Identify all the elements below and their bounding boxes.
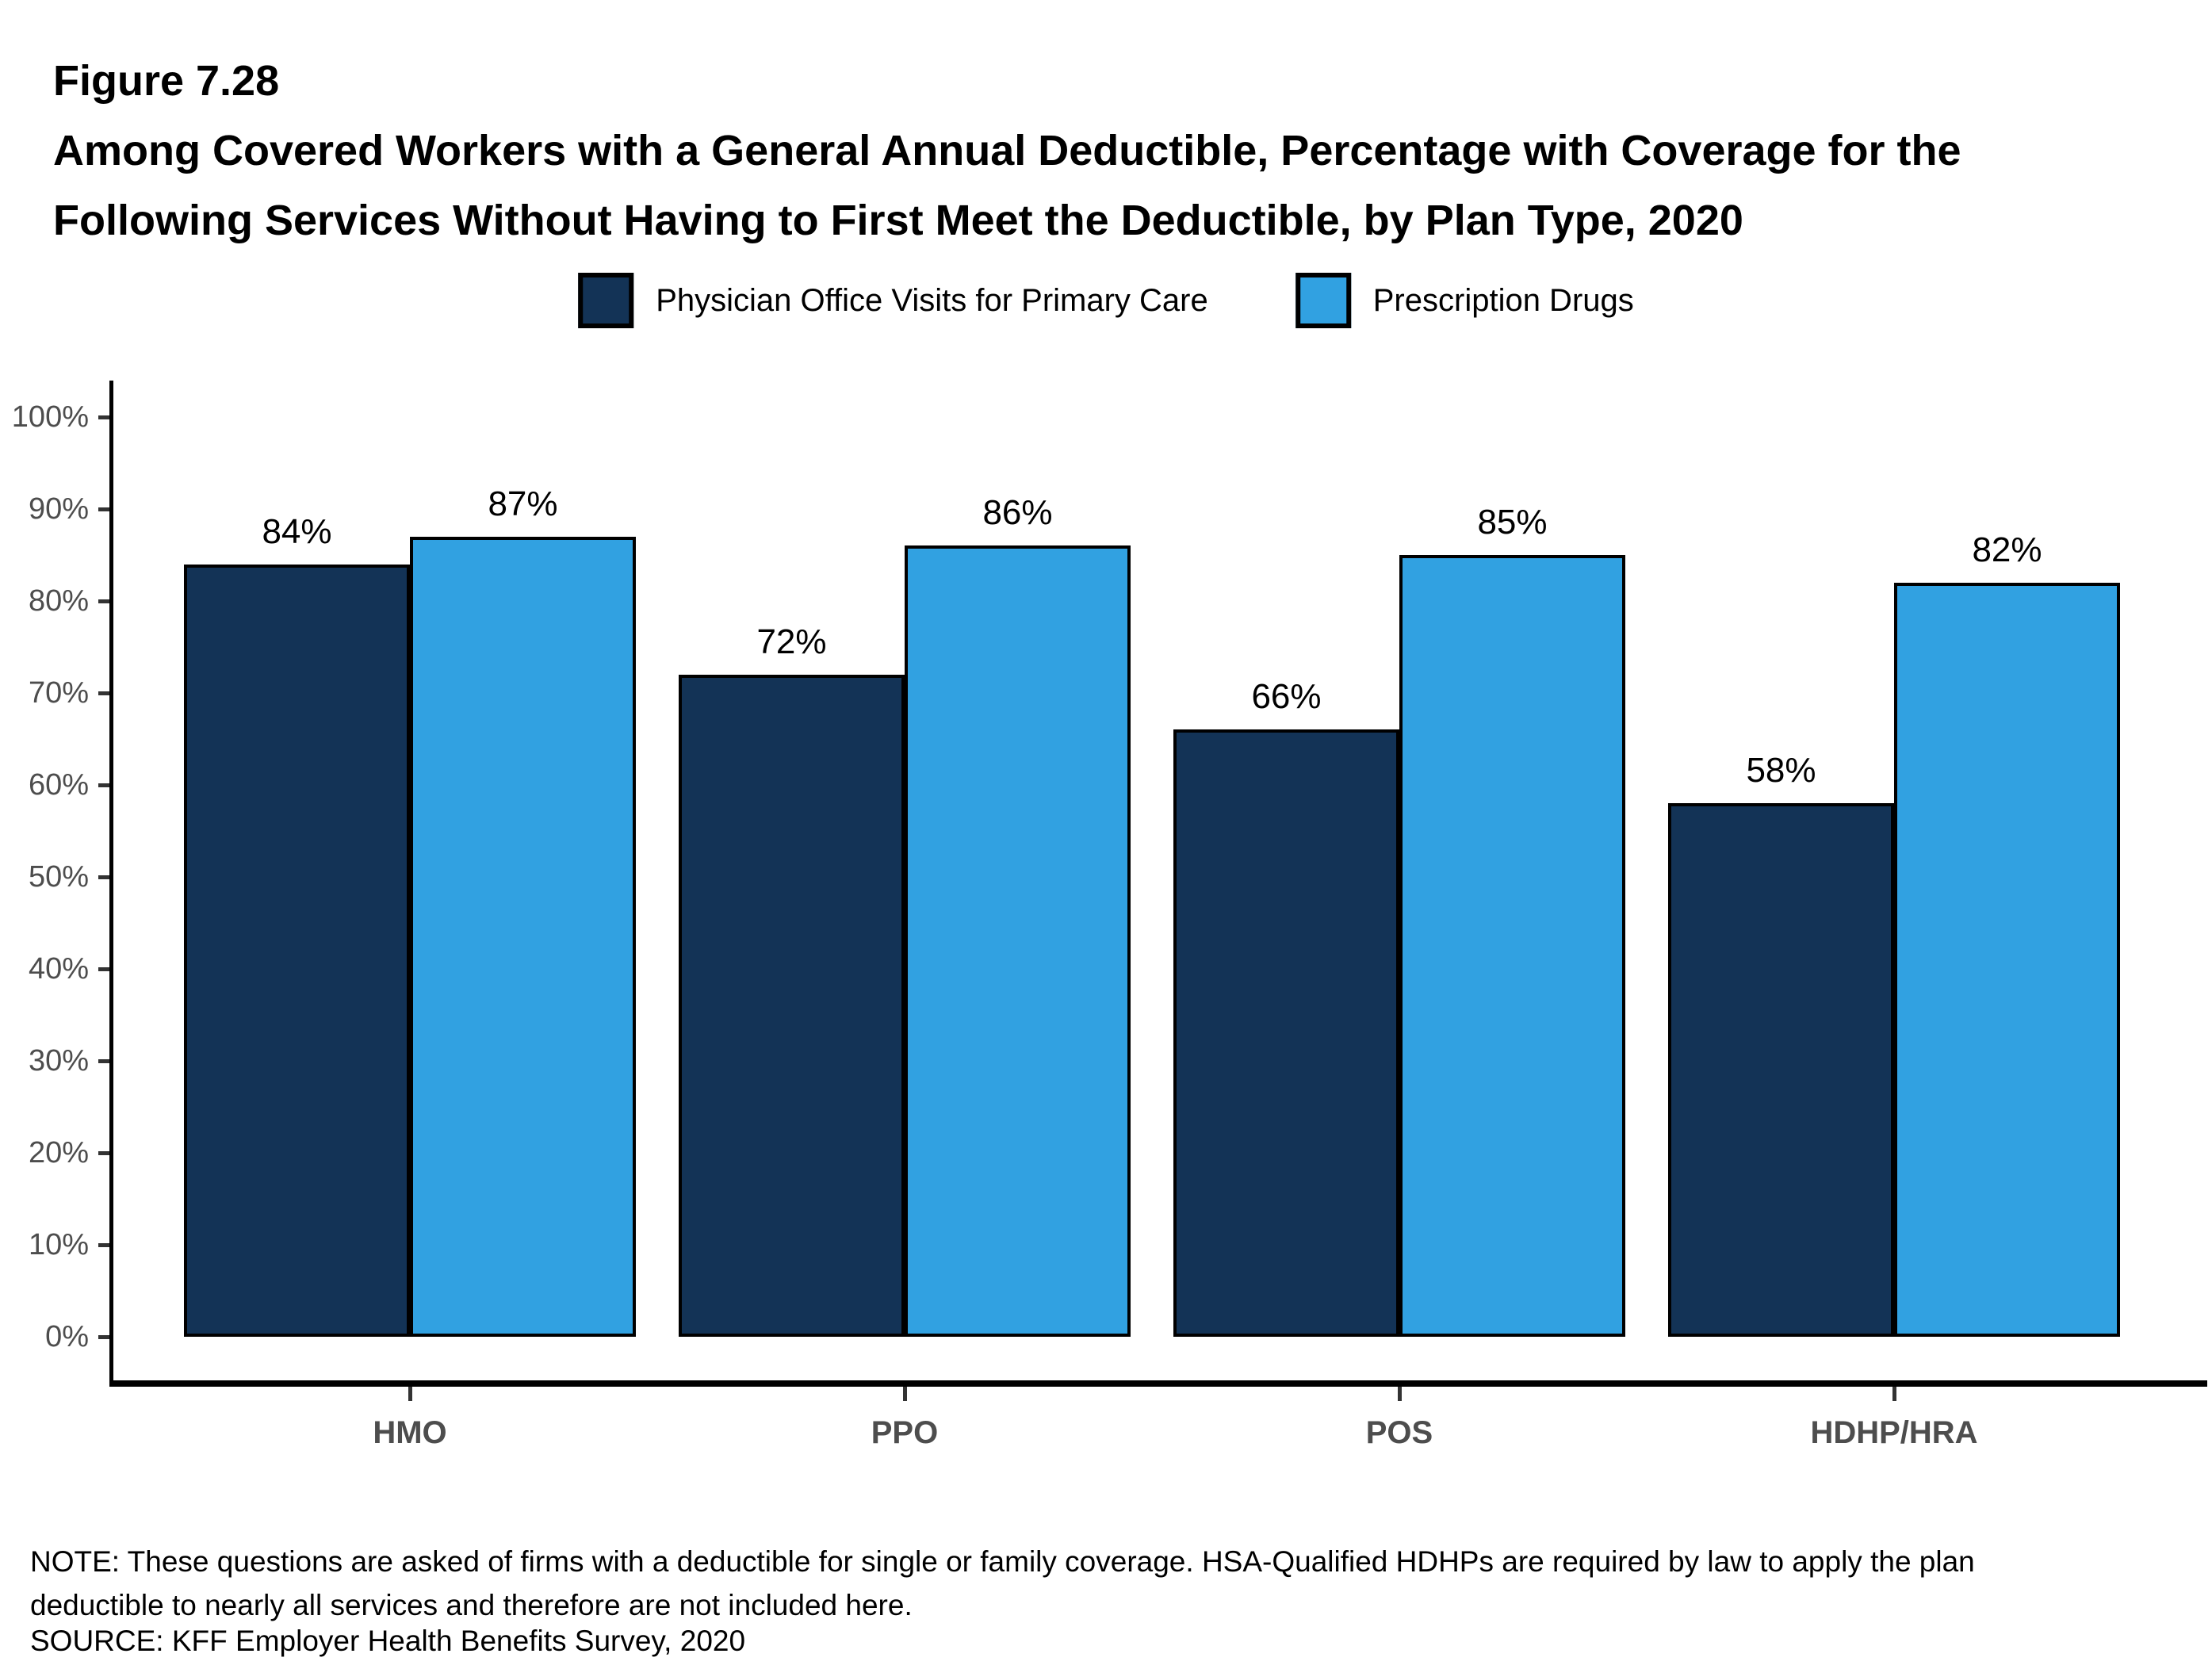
legend-item-prescription-drugs: Prescription Drugs xyxy=(1295,273,1634,328)
bar-value-label: 72% xyxy=(756,622,827,661)
bar-chart: 0% 10% 20% 30% 40% 50% 60% 70% 80% 90% 100% HMO PPO P… xyxy=(0,349,2212,1538)
legend-label-prescription-drugs: Prescription Drugs xyxy=(1372,282,1634,318)
bar-value-label: 87% xyxy=(488,484,558,523)
legend: Physician Office Visits for Primary Care… xyxy=(578,273,1634,328)
chart-note: NOTE: These questions are asked of firms… xyxy=(30,1540,1975,1627)
bar xyxy=(1399,555,1625,1337)
y-tick-label: 60% xyxy=(28,768,89,802)
legend-item-physician-office-visits: Physician Office Visits for Primary Care xyxy=(578,273,1208,328)
bar xyxy=(184,565,410,1337)
y-tick-mark xyxy=(98,1335,109,1339)
legend-label-physician-office-visits: Physician Office Visits for Primary Care xyxy=(656,282,1208,318)
y-tick-label: 90% xyxy=(28,492,89,526)
legend-swatch-prescription-drugs xyxy=(1295,273,1351,328)
bar-value-label: 84% xyxy=(262,512,332,551)
x-tick-label-pos: POS xyxy=(1365,1415,1433,1450)
y-tick-label: 10% xyxy=(28,1228,89,1261)
y-tick-mark xyxy=(98,875,109,879)
bar-value-label: 85% xyxy=(1477,503,1548,542)
bar-value-label: 58% xyxy=(1746,751,1816,790)
y-tick-label: 20% xyxy=(28,1136,89,1169)
y-tick-mark xyxy=(98,1059,109,1063)
y-tick-mark xyxy=(98,967,109,971)
y-tick-mark xyxy=(98,1151,109,1155)
x-tick-mark xyxy=(903,1387,907,1401)
chart-source: SOURCE: KFF Employer Health Benefits Sur… xyxy=(30,1625,746,1657)
bar xyxy=(905,545,1131,1337)
bar-value-label: 86% xyxy=(982,493,1053,532)
x-tick-label-hmo: HMO xyxy=(373,1415,447,1450)
bar-value-label: 82% xyxy=(1972,530,2042,569)
note-line-2: deductible to nearly all services and th… xyxy=(30,1589,913,1621)
bar xyxy=(679,675,905,1337)
y-tick-label: 30% xyxy=(28,1044,89,1077)
y-tick-label: 80% xyxy=(28,584,89,618)
bar xyxy=(1173,729,1399,1337)
figure-number: Figure 7.28 xyxy=(53,57,280,105)
y-tick-label: 50% xyxy=(28,860,89,894)
y-tick-label: 0% xyxy=(45,1320,89,1353)
y-tick-mark xyxy=(98,507,109,511)
x-tick-label-ppo: PPO xyxy=(871,1415,939,1450)
bar xyxy=(410,537,636,1337)
y-axis-line xyxy=(109,381,113,1387)
bar xyxy=(1894,583,2120,1337)
legend-swatch-physician-office-visits xyxy=(578,273,634,328)
y-tick-mark xyxy=(98,415,109,419)
bar-value-label: 66% xyxy=(1251,677,1322,716)
figure-title-line-2: Following Services Without Having to Fir… xyxy=(53,197,1743,244)
y-tick-label: 70% xyxy=(28,676,89,710)
figure-titles: Figure 7.28 Among Covered Workers with a… xyxy=(53,46,1961,255)
x-tick-mark xyxy=(408,1387,412,1401)
x-tick-mark xyxy=(1398,1387,1402,1401)
bar xyxy=(1668,803,1894,1337)
y-tick-label: 100% xyxy=(11,400,89,434)
y-tick-mark xyxy=(98,599,109,603)
y-tick-mark xyxy=(98,1243,109,1247)
figure-title-line-1: Among Covered Workers with a General Ann… xyxy=(53,127,1961,174)
x-axis-line xyxy=(109,1380,2207,1387)
x-tick-mark xyxy=(1892,1387,1896,1401)
note-line-1: NOTE: These questions are asked of firms… xyxy=(30,1545,1975,1578)
x-tick-label-hdhp-hra: HDHP/HRA xyxy=(1810,1415,1978,1450)
y-tick-label: 40% xyxy=(28,952,89,986)
y-tick-mark xyxy=(98,783,109,787)
y-tick-mark xyxy=(98,691,109,695)
